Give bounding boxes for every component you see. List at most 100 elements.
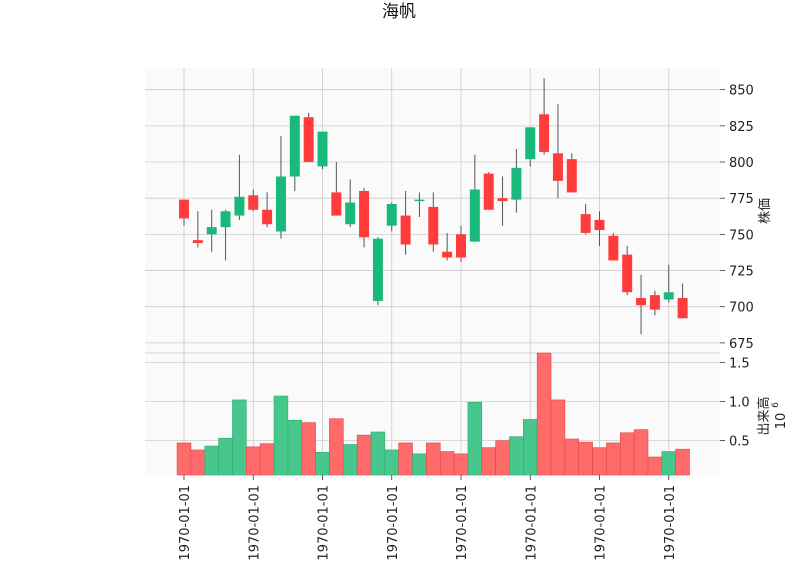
volume-bar bbox=[370, 431, 386, 476]
volume-bar bbox=[342, 444, 358, 476]
volume-tick-label: 0.5 bbox=[729, 435, 750, 450]
volume-bar bbox=[176, 442, 192, 476]
volume-bar bbox=[509, 436, 524, 476]
volume-bar bbox=[481, 447, 496, 476]
volume-bar bbox=[578, 441, 593, 476]
candle-body bbox=[206, 227, 217, 235]
volume-bar bbox=[633, 429, 649, 476]
volume-bar bbox=[536, 352, 552, 476]
x-tick-label: 1970-01-01 bbox=[524, 485, 539, 561]
volume-bar bbox=[301, 422, 316, 476]
volume-tick-label: 1.0 bbox=[729, 395, 750, 410]
volume-bar bbox=[661, 451, 676, 476]
price-axis-label: 株価 bbox=[758, 198, 773, 224]
price-tick-label: 675 bbox=[729, 337, 754, 352]
volume-bar bbox=[259, 443, 275, 476]
volume-exponent-base: 10 bbox=[774, 413, 789, 430]
price-tick-label: 750 bbox=[729, 228, 754, 243]
candle-body bbox=[345, 202, 356, 225]
volume-bar bbox=[426, 442, 441, 476]
candle-body bbox=[275, 176, 286, 232]
candle-body bbox=[289, 115, 300, 177]
volume-bar bbox=[495, 440, 510, 476]
volume-bar bbox=[273, 395, 289, 476]
volume-bar bbox=[190, 449, 206, 476]
candle-body bbox=[248, 195, 259, 210]
candle-body bbox=[525, 127, 536, 160]
x-tick-label: 1970-01-01 bbox=[247, 485, 262, 561]
x-tick-label: 1970-01-01 bbox=[594, 485, 609, 561]
candle-body bbox=[386, 203, 397, 226]
candle-body bbox=[220, 211, 231, 228]
candle-body bbox=[359, 190, 370, 238]
volume-bar bbox=[384, 449, 399, 476]
volume-bar bbox=[412, 453, 427, 476]
price-tick-label: 825 bbox=[729, 120, 754, 135]
candle-body bbox=[414, 199, 425, 202]
x-tick-label: 1970-01-01 bbox=[663, 485, 678, 561]
candle-body bbox=[234, 196, 245, 216]
volume-bar bbox=[439, 451, 455, 476]
candle-body bbox=[566, 159, 577, 193]
volume-bar bbox=[619, 432, 635, 476]
candle-body bbox=[456, 234, 466, 258]
candle-body bbox=[442, 251, 453, 258]
candle-body bbox=[649, 295, 660, 310]
candle-body bbox=[400, 215, 411, 245]
candle-body bbox=[663, 292, 674, 300]
volume-bar bbox=[246, 446, 261, 476]
volume-bar bbox=[647, 456, 663, 476]
x-tick-label: 1970-01-01 bbox=[455, 485, 470, 561]
price-tick-label: 800 bbox=[729, 156, 754, 171]
volume-tick-label: 1.5 bbox=[729, 356, 750, 371]
candle-body bbox=[483, 173, 494, 210]
candle-body bbox=[622, 254, 633, 293]
candle-body bbox=[677, 298, 688, 319]
candle-body bbox=[539, 114, 550, 152]
volume-bar bbox=[287, 419, 303, 476]
candle-body bbox=[317, 131, 328, 167]
volume-bar bbox=[675, 448, 690, 476]
chart-title: 海帆 bbox=[382, 2, 416, 22]
x-tick-label: 1970-01-01 bbox=[386, 485, 401, 561]
candles bbox=[179, 78, 688, 335]
volume-bar bbox=[356, 434, 372, 476]
volume-exponent-power: 6 bbox=[771, 402, 781, 408]
candle-body bbox=[331, 192, 342, 216]
volume-bar bbox=[523, 419, 538, 476]
candle-body bbox=[428, 206, 439, 245]
volume-bar bbox=[564, 438, 580, 476]
candle-body bbox=[469, 189, 480, 242]
candle-body bbox=[552, 153, 563, 181]
volume-bar bbox=[606, 442, 621, 476]
volume-bar bbox=[398, 442, 413, 476]
volume-bar bbox=[315, 452, 330, 476]
volume-axis-label: 出来高 bbox=[756, 396, 772, 435]
volume-bar bbox=[232, 399, 247, 476]
candle-body bbox=[303, 117, 314, 163]
volume-bar bbox=[453, 453, 469, 476]
volume-bar bbox=[467, 401, 483, 476]
price-tick-label: 775 bbox=[729, 192, 754, 207]
candle-body bbox=[580, 214, 591, 233]
volume-bar bbox=[329, 418, 344, 476]
x-tick-label: 1970-01-01 bbox=[317, 485, 332, 561]
volume-bar bbox=[204, 445, 219, 476]
volume-bar bbox=[592, 447, 607, 476]
volume-bars bbox=[176, 352, 690, 476]
volume-bar bbox=[218, 437, 233, 476]
candle-body bbox=[594, 219, 605, 231]
candle-body bbox=[511, 167, 522, 200]
price-tick-label: 850 bbox=[729, 84, 754, 99]
price-tick-label: 725 bbox=[729, 265, 754, 280]
candle-body bbox=[192, 240, 203, 244]
price-tick-label: 700 bbox=[729, 301, 754, 316]
candle-body bbox=[179, 199, 189, 219]
candle-body bbox=[636, 298, 647, 306]
x-tick-label: 1970-01-01 bbox=[178, 485, 193, 561]
axes: 1970-01-01 1970-01-01 1970-01-01 1970-01-01… bbox=[178, 84, 754, 561]
candle-body bbox=[372, 238, 383, 301]
candle-body bbox=[262, 209, 273, 225]
volume-bar bbox=[550, 399, 566, 476]
